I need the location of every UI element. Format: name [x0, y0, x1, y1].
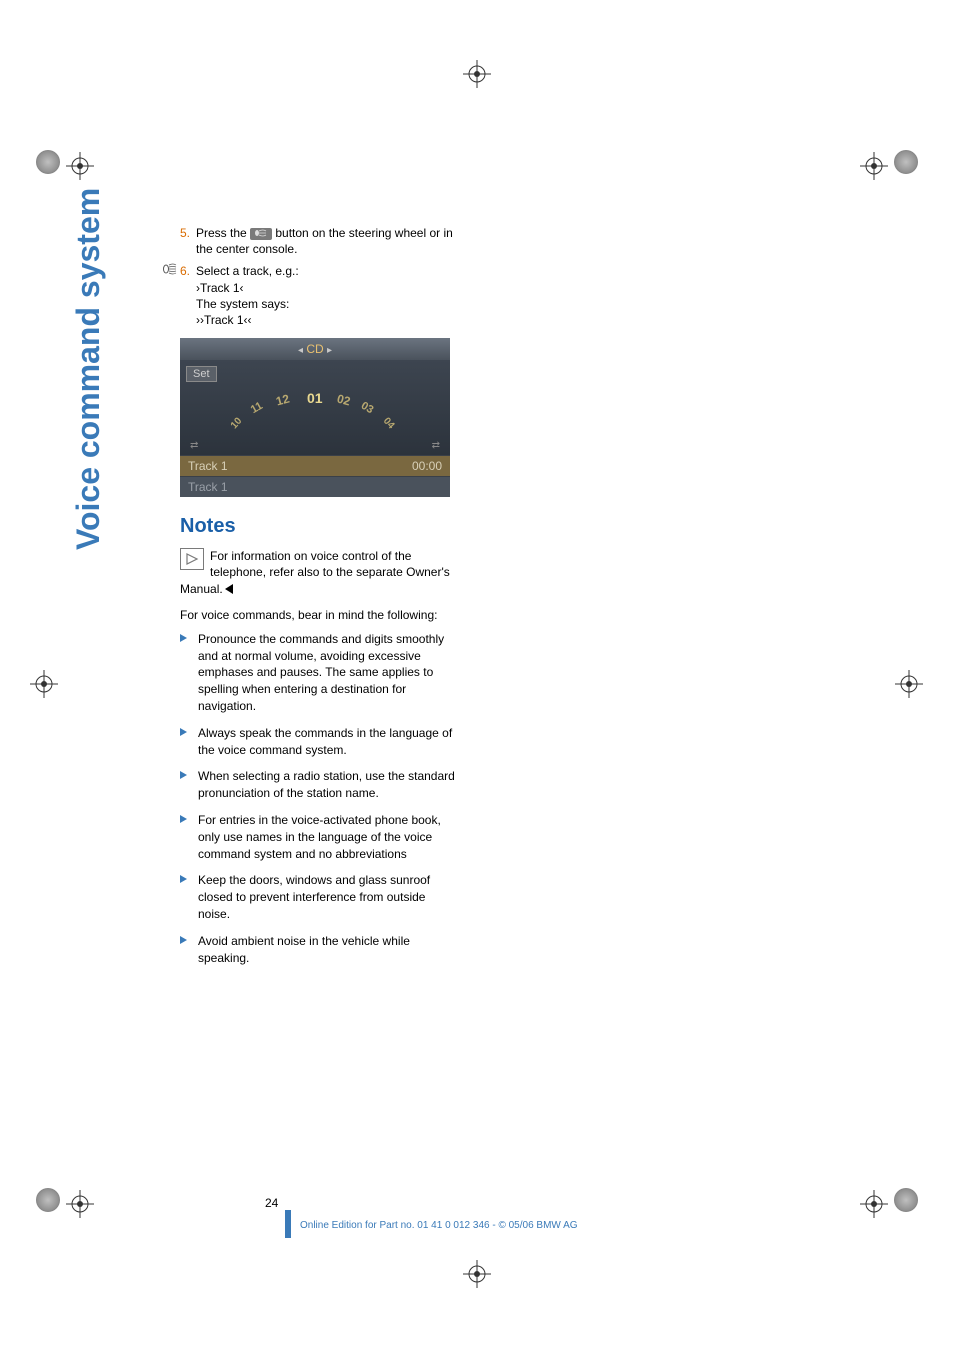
step-5-text-a: Press the — [196, 226, 250, 240]
print-register-icon — [463, 60, 491, 88]
print-dot-icon — [36, 1188, 60, 1212]
step-6-line1: Select a track, e.g.: — [196, 264, 299, 278]
print-register-icon — [66, 152, 94, 180]
voice-command-icon — [162, 262, 178, 281]
cd-mid-arrows: ⇄ ⇄ — [180, 440, 450, 451]
print-register-icon — [860, 1190, 888, 1218]
section-title-text: Voice command system — [70, 188, 106, 550]
note-triangle-icon — [180, 548, 204, 570]
notes-info-box: For information on voice control of the … — [180, 548, 460, 597]
print-register-icon — [66, 1190, 94, 1218]
step-5: 5. Press the button on the steering whee… — [180, 225, 460, 257]
print-dot-icon — [36, 150, 60, 174]
set-button: Set — [186, 366, 217, 382]
cd-row-selected: Track 1 00:00 — [180, 455, 450, 476]
notes-heading: Notes — [180, 515, 460, 538]
bullet-item: For entries in the voice-activated phone… — [180, 812, 460, 862]
print-dot-icon — [894, 1188, 918, 1212]
dial-left-arrows-icon: ⇄ — [190, 440, 198, 451]
dial-right-arrows-icon: ⇄ — [432, 440, 440, 451]
dial-num-02: 02 — [335, 392, 352, 409]
step-5-body: Press the button on the steering wheel o… — [196, 225, 460, 257]
cd-display: ◂ CD ▸ Set 01 12 02 11 03 10 04 ⇄ ⇄ T — [180, 338, 450, 497]
section-title: Voice command system — [70, 188, 107, 550]
cd-title: CD — [306, 342, 323, 356]
notes-bullets: Pronounce the commands and digits smooth… — [180, 631, 460, 967]
step-6-number: 6. — [180, 263, 196, 328]
print-register-icon — [895, 670, 923, 698]
page-number: 24 — [265, 1196, 278, 1210]
cd-dial-area: Set 01 12 02 11 03 10 04 ⇄ ⇄ — [180, 360, 450, 455]
cd-next-arrow-icon: ▸ — [327, 345, 332, 356]
dial-num-12: 12 — [274, 392, 291, 409]
notes-info-text: For information on voice control of the … — [180, 549, 450, 595]
cd-row1-time: 00:00 — [412, 456, 442, 476]
step-6: 6. Select a track, e.g.: ›Track 1‹ The s… — [180, 263, 460, 328]
page-number-bar — [285, 1210, 291, 1238]
step-6-body: Select a track, e.g.: ›Track 1‹ The syst… — [196, 263, 460, 328]
cd-prev-arrow-icon: ◂ — [298, 345, 303, 356]
cd-row2-label: Track 1 — [188, 477, 228, 497]
cd-row1-label: Track 1 — [188, 456, 228, 476]
step-6-line2: ›Track 1‹ — [196, 281, 244, 295]
footer-text: Online Edition for Part no. 01 41 0 012 … — [300, 1220, 578, 1231]
ptt-button-icon — [250, 228, 272, 240]
print-register-icon — [30, 670, 58, 698]
dial-num-11: 11 — [249, 400, 265, 416]
cd-header: ◂ CD ▸ — [180, 338, 450, 360]
content-column: 5. Press the button on the steering whee… — [180, 225, 460, 976]
bullet-item: Avoid ambient noise in the vehicle while… — [180, 933, 460, 967]
step-5-number: 5. — [180, 225, 196, 257]
bullet-item: When selecting a radio station, use the … — [180, 768, 460, 802]
cd-row-2: Track 1 — [180, 476, 450, 497]
step-6-line3: The system says: — [196, 297, 289, 311]
step-6-line4: ››Track 1‹‹ — [196, 313, 252, 327]
dial-num-01: 01 — [307, 390, 323, 406]
bullet-item: Always speak the commands in the languag… — [180, 725, 460, 759]
dial-num-03: 03 — [359, 400, 376, 417]
bullet-item: Keep the doors, windows and glass sunroo… — [180, 872, 460, 922]
page: Voice command system 5. Press the button… — [0, 0, 954, 1351]
print-dot-icon — [894, 150, 918, 174]
notes-intro: For voice commands, bear in mind the fol… — [180, 607, 460, 623]
dial-num-04: 04 — [380, 416, 396, 432]
end-marker-icon — [225, 584, 233, 594]
print-register-icon — [860, 152, 888, 180]
bullet-item: Pronounce the commands and digits smooth… — [180, 631, 460, 715]
print-register-icon — [463, 1260, 491, 1288]
dial-num-10: 10 — [229, 416, 245, 432]
